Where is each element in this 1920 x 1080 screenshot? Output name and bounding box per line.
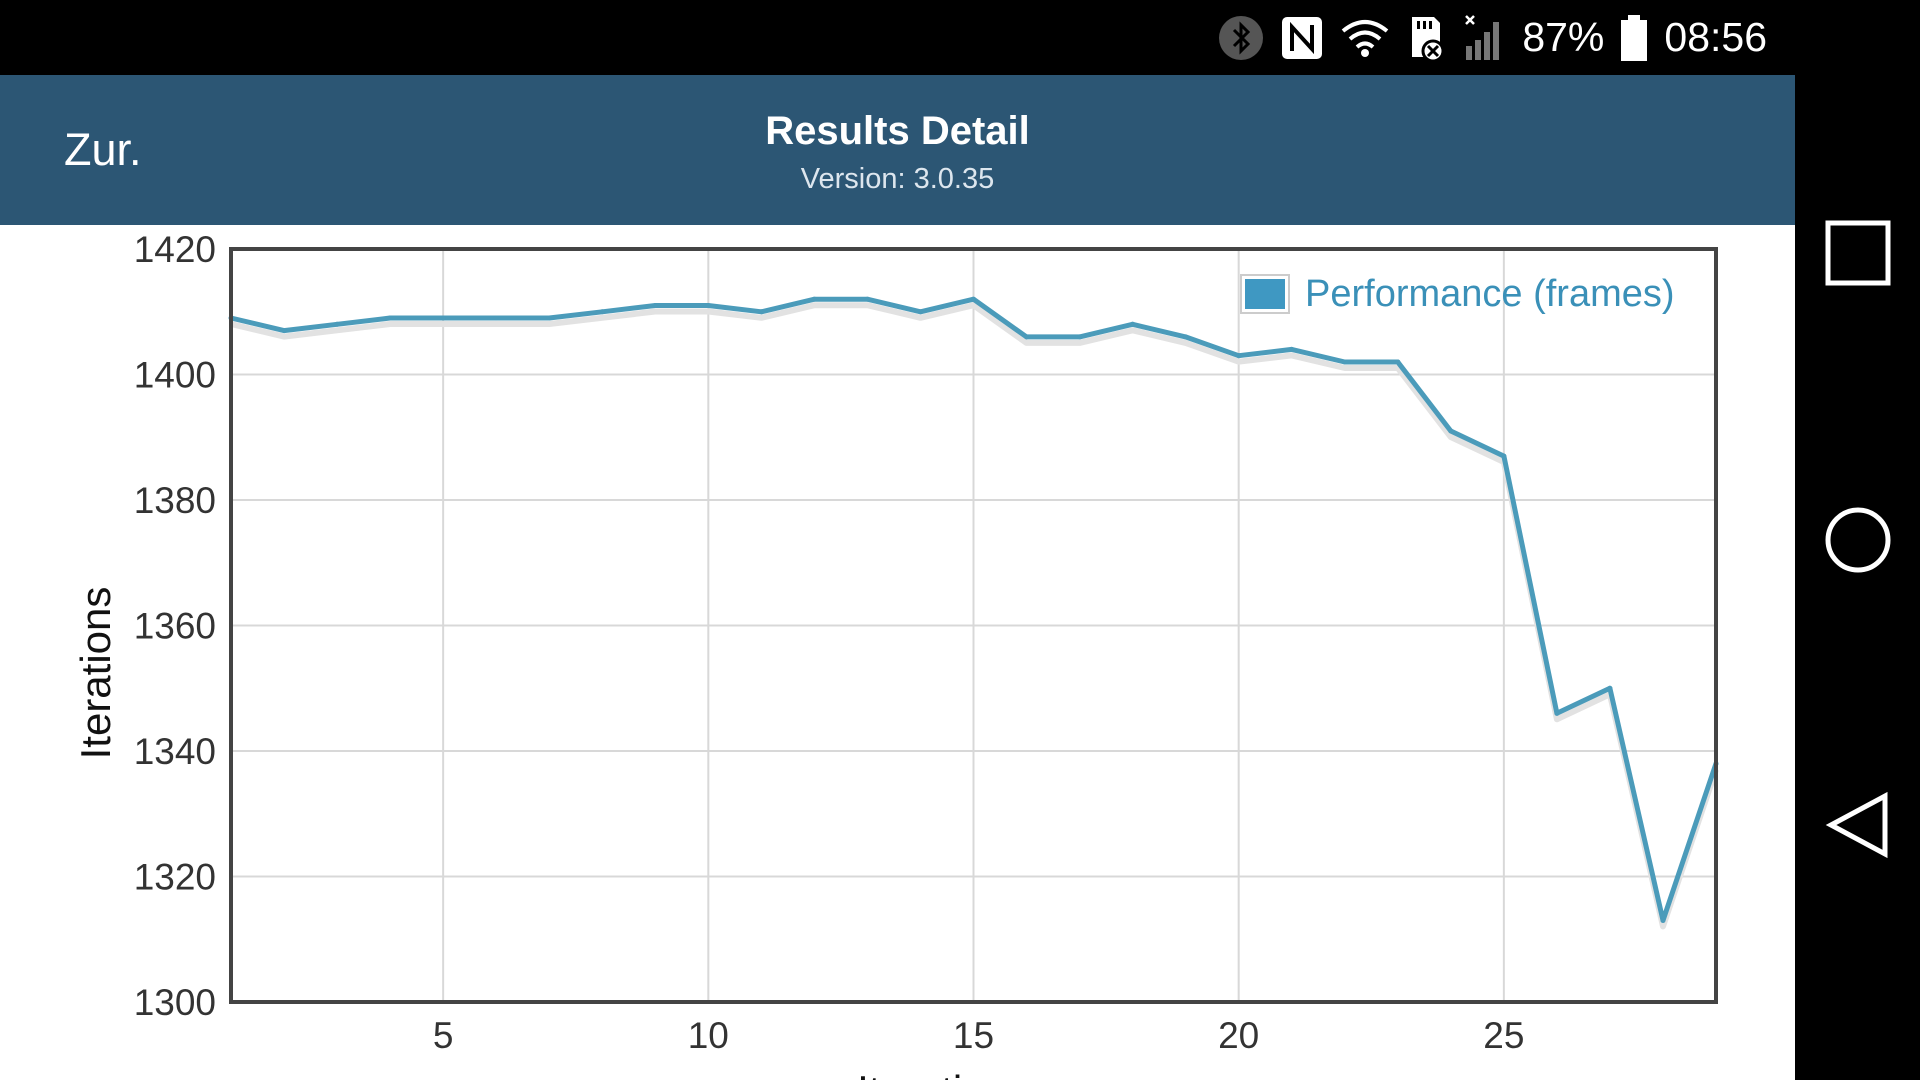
data-point [334,321,340,327]
chart-area: 1300 1320 1340 1360 1380 1400 1420 5 10 15 20 25 Per… [0,225,1795,1080]
data-point [652,302,658,308]
y-tick-label: 1400 [134,355,216,396]
y-tick-label: 1420 [134,229,216,270]
home-circle-icon [1825,507,1890,573]
y-tick-label: 1360 [134,606,216,647]
data-point [1554,710,1560,716]
performance-chart: 1300 1320 1340 1360 1380 1400 1420 5 10 15 20 25 Per… [72,229,1719,1080]
recents-button[interactable] [1795,218,1920,288]
data-point [758,309,764,315]
series-shadow [230,302,1719,930]
navigation-bar [1795,0,1920,1080]
legend-swatch [1245,279,1285,309]
data-point [1236,353,1242,359]
x-tick-label: 25 [1483,1015,1524,1056]
back-triangle-icon [1825,791,1887,859]
data-point [1130,321,1136,327]
clock: 08:56 [1664,14,1767,60]
wifi-icon [1342,19,1389,57]
data-point [281,328,287,334]
data-point [705,302,711,308]
plot-frame [229,247,1718,1004]
data-point [1395,359,1401,365]
y-tick-label: 1320 [134,857,216,898]
data-point [1024,334,1030,340]
back-nav-button[interactable] [1795,790,1920,860]
x-tick-label: 10 [688,1015,729,1056]
x-tick-label: 20 [1218,1015,1259,1056]
legend-label: Performance (frames) [1305,273,1675,315]
battery-icon [1621,14,1648,61]
data-point [1183,334,1189,340]
data-point [917,309,923,315]
y-tick-label: 1380 [134,480,216,521]
battery-percent: 87% [1522,14,1605,60]
x-tick-label: 15 [953,1015,994,1056]
y-axis-title: Iterations [72,587,119,760]
y-tick-label: 1340 [134,731,216,772]
app-bar: Zur. Results Detail Version: 3.0.35 [0,75,1795,225]
data-point [493,315,499,321]
x-tick-label: 5 [433,1015,454,1056]
signal-icon [1465,14,1500,60]
version-label: Version: 3.0.35 [800,163,995,195]
data-point [811,296,817,302]
nfc-icon [1282,16,1323,59]
data-point [1077,334,1083,340]
data-point [1342,359,1348,365]
home-button[interactable] [1795,505,1920,575]
y-tick-label: 1300 [134,982,216,1023]
status-bar: 87% 08:56 [0,0,1795,75]
data-point [387,315,393,321]
data-point [1289,346,1295,352]
x-axis-title: Iterations [857,1067,1030,1080]
data-point [599,309,605,315]
data-point [1501,453,1507,459]
data-point [971,296,976,302]
sd-card-icon [1412,16,1445,62]
data-point [546,315,552,321]
legend: Performance (frames) [1240,273,1675,315]
status-icons: 87% 08:56 [1218,0,1767,75]
data-point [1607,685,1613,691]
data-point [1660,917,1666,923]
back-button[interactable]: Zur. [64,124,142,175]
bluetooth-icon [1219,15,1264,60]
data-point [1448,428,1454,434]
data-point [440,315,446,321]
data-point [864,296,870,302]
page-title: Results Detail [765,109,1030,153]
recents-square-icon [1825,220,1890,286]
